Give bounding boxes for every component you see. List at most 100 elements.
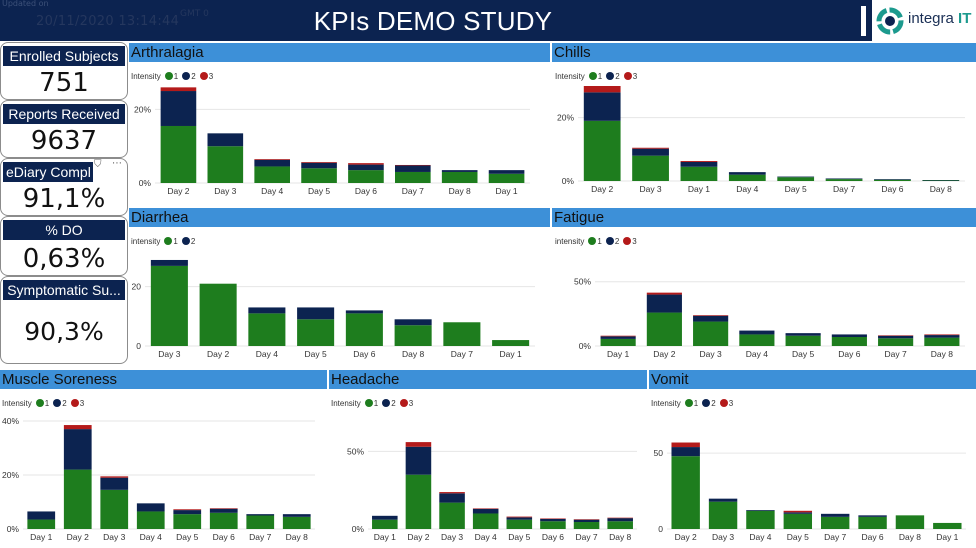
bar-segment [924,337,960,346]
x-tick-label: Day 5 [508,532,530,542]
logo-text: integra IT [908,10,972,27]
bar-segment [693,315,729,322]
filter-icon[interactable]: ⛉ [94,159,102,170]
y-tick-label: 0 [136,341,141,351]
x-tick-label: Day 7 [402,186,424,196]
bar-segment [301,168,337,183]
x-tick-label: Day 8 [286,532,308,542]
chart-legend: Intensity 1 2 3 [651,399,734,408]
bar-segment [160,87,197,92]
x-tick-label: Day 5 [308,186,330,196]
x-tick-label: Day 2 [591,184,613,194]
bar-segment [831,337,867,346]
y-tick-label: 50% [574,277,591,287]
bar-segment [282,516,311,529]
kpi-value: 0,63% [22,244,106,274]
x-tick-label: Day 1 [495,186,517,196]
bar-segment [540,518,566,522]
x-tick-label: Day 8 [402,349,424,359]
x-tick-label: Day 6 [353,349,375,359]
x-tick-label: Day 8 [931,349,953,359]
bar-segment [282,514,311,517]
x-tick-label: Day 3 [214,186,236,196]
chart-title: Muscle Soreness [0,370,327,389]
chart-title: Vomit [649,370,976,389]
kpi-value: 751 [39,68,89,98]
x-tick-label: Day 5 [787,532,809,542]
more-options-icon[interactable]: ⋯ [112,158,122,169]
bar-segment [820,513,850,517]
y-tick-label: 0% [7,524,20,534]
kpi-card-dropout[interactable]: % DO 0,63% [0,216,128,276]
bar-segment [607,518,633,522]
x-tick-label: Day 3 [712,532,734,542]
bar-segment [297,319,335,346]
bar-segment [671,442,700,448]
bar-segment [874,179,911,181]
bar-segment [345,313,383,346]
updated-label: Updated on [2,0,49,8]
bar-segment [924,334,960,336]
bar-segment [680,161,718,162]
bar-segment [297,307,335,320]
bar-segment [646,294,682,313]
bar-segment [394,325,432,346]
kpi-card-ediary-compliance[interactable]: eDiary Compl 91,1% [0,158,128,216]
bar-segment [728,174,766,181]
x-tick-label: Day 8 [899,532,921,542]
bar-segment [173,510,202,515]
bar-segment [488,170,525,174]
bar-segment [207,133,244,147]
chart-title: Headache [329,370,647,389]
updated-timestamp: 20/11/2020 13:14:44 [36,14,180,29]
x-tick-label: Day 4 [261,186,283,196]
bar-segment [573,519,600,523]
bar-segment [439,493,465,503]
x-tick-label: Day 1 [936,532,958,542]
kpi-title: Reports Received [3,104,125,124]
bar-segment [607,521,633,529]
bar-segment [472,508,499,514]
kpi-value: 90,3% [24,317,104,346]
kpi-card-symptomatic-subjects[interactable]: Symptomatic Su... 90,3% [0,276,128,364]
bar-segment [301,162,337,163]
bar-segment [173,514,202,529]
bar-segment [783,512,813,514]
bar-segment [160,91,197,126]
y-tick-label: 20% [557,113,574,123]
bar-segment [739,330,775,335]
x-tick-label: Day 3 [103,532,125,542]
bar-segment [348,170,384,183]
kpi-card-enrolled-subjects[interactable]: Enrolled Subjects 751 [0,42,128,100]
x-tick-label: Day 3 [441,532,463,542]
bar-segment [209,512,238,529]
bar-segment [600,336,636,339]
bar-segment [488,173,525,183]
bar-segment [895,515,925,529]
x-tick-label: Day 4 [746,349,768,359]
bar-segment [395,164,431,166]
x-tick-label: Day 1 [688,184,710,194]
chart-legend: intensity 1 2 3 [555,237,637,246]
x-tick-label: Day 8 [930,184,952,194]
bar-segment [646,292,682,295]
bar-segment [348,164,384,171]
x-tick-label: Day 5 [305,349,327,359]
kpi-card-reports-received[interactable]: Reports Received 9637 [0,100,128,158]
y-tick-label: 50 [654,448,664,458]
bar-segment [783,513,813,529]
y-tick-label: 0% [579,341,592,351]
bar-segment [372,519,398,529]
x-tick-label: Day 6 [861,532,883,542]
bar-segment [831,334,867,337]
chart-title: Fatigue [552,208,976,227]
x-tick-label: Day 7 [833,184,855,194]
bar-segment [173,509,202,511]
bar-segment [492,340,530,346]
y-tick-label: 0% [139,178,152,188]
